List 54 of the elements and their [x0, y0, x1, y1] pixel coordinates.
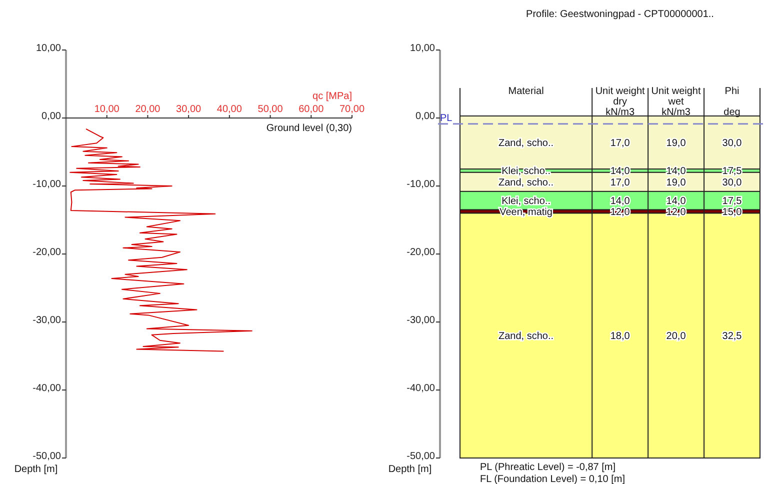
- text: FL (Foundation Level) = 0,10 [m]: [480, 474, 626, 484]
- annotation: 12,0: [610, 207, 630, 218]
- y-tick-label: -40,00: [406, 383, 436, 394]
- band-label: Zand, scho..: [498, 138, 554, 149]
- annotation: 32,5: [722, 331, 742, 342]
- y-tick-label: -40,00: [32, 383, 62, 394]
- y-tick-label: 10,00: [36, 43, 62, 54]
- line-series: [70, 128, 252, 352]
- x-tick-label: Unit weight wet kN/m3: [651, 86, 701, 118]
- text: PL (Phreatic Level) = -0,87 [m]: [480, 462, 616, 473]
- y-tick-label: -30,00: [32, 315, 62, 326]
- y-tick-label: -20,00: [406, 247, 436, 258]
- x-tick-label: Unit weight dry kN/m3: [595, 86, 646, 118]
- y-axis-title: Depth [m]: [388, 464, 432, 475]
- x-tick-label: Material: [508, 86, 544, 97]
- annotation: 19,0: [666, 177, 686, 188]
- x-tick-label: Phi deg: [724, 86, 740, 118]
- annotation: 17,0: [610, 177, 630, 188]
- band-label: Klei, scho..: [502, 196, 551, 208]
- x-tick-label: 60,00: [298, 104, 324, 115]
- y-tick-label: -50,00: [406, 451, 436, 462]
- annotation: 20,0: [666, 331, 686, 342]
- chart-title: Profile: Geestwoningpad - CPT00000001..: [526, 9, 714, 20]
- y-axis-title: Depth [m]: [14, 464, 58, 475]
- annotation: 17,0: [610, 138, 630, 149]
- annotation: Ground level (0,30): [266, 123, 352, 134]
- y-tick-label: 10,00: [410, 43, 436, 54]
- y-tick-label: 0,00: [42, 111, 62, 122]
- annotation: 19,0: [666, 138, 686, 149]
- annotation: 12,0: [666, 207, 686, 218]
- annotation: 30,0: [722, 177, 742, 188]
- band-label: Veen, matig: [500, 207, 552, 218]
- x-tick-label: 10,00: [94, 104, 120, 115]
- annotation: 18,0: [610, 331, 630, 342]
- y-tick-label: -10,00: [406, 179, 436, 190]
- x-tick-label: 40,00: [216, 104, 242, 115]
- annotation: 17,5: [722, 196, 742, 208]
- x-tick-label: 50,00: [258, 104, 284, 115]
- annotation: 30,0: [722, 138, 742, 149]
- band-label: Zand, scho..: [498, 331, 554, 342]
- annotation: 14,0: [666, 196, 686, 208]
- x-tick-label: 20,00: [135, 104, 161, 115]
- x-tick-label: 70,00: [339, 104, 365, 115]
- y-tick-label: 0,00: [416, 111, 436, 122]
- band-label: Zand, scho..: [498, 177, 554, 188]
- annotation: 14,0: [610, 196, 630, 208]
- y-tick-label: -20,00: [32, 247, 62, 258]
- y-tick-label: -30,00: [406, 315, 436, 326]
- x-tick-label: 30,00: [176, 104, 202, 115]
- ref-line-label: PL: [440, 112, 453, 124]
- y-tick-label: -10,00: [32, 179, 62, 190]
- annotation: 15,0: [722, 207, 742, 218]
- x-axis-title: qc [MPa]: [312, 91, 352, 102]
- y-tick-label: -50,00: [32, 451, 62, 462]
